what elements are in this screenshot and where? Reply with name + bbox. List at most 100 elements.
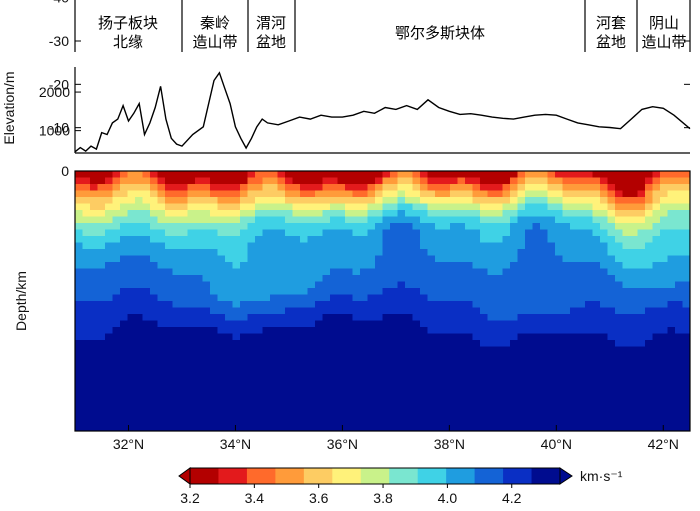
heatmap-cell <box>337 171 346 179</box>
heatmap-cell <box>592 340 601 348</box>
heatmap-cell <box>232 216 241 224</box>
heatmap-cell <box>330 184 339 192</box>
heatmap-cell <box>472 366 481 374</box>
heatmap-cell <box>592 327 601 335</box>
heatmap-cell <box>405 294 414 302</box>
heatmap-cell <box>112 418 121 426</box>
heatmap-cell <box>270 242 279 250</box>
heatmap-cell <box>555 203 564 211</box>
heatmap-cell <box>127 184 136 192</box>
heatmap-cell <box>472 229 481 237</box>
heatmap-cell <box>210 307 219 315</box>
heatmap-cell <box>570 210 579 218</box>
heatmap-cell <box>150 385 159 393</box>
heatmap-cell <box>210 327 219 335</box>
heatmap-cell <box>457 353 466 361</box>
heatmap-cell <box>232 307 241 315</box>
heatmap-cell <box>435 190 444 198</box>
heatmap-cell <box>165 177 174 185</box>
heatmap-cell <box>510 197 519 205</box>
heatmap-cell <box>255 236 264 244</box>
heatmap-cell <box>172 353 181 361</box>
heatmap-cell <box>202 424 211 431</box>
heatmap-cell <box>555 379 564 387</box>
heatmap-cell <box>240 203 249 211</box>
heatmap-cell <box>660 281 669 289</box>
heatmap-cell <box>607 229 616 237</box>
heatmap-cell <box>397 177 406 185</box>
heatmap-cell <box>330 392 339 400</box>
heatmap-cell <box>247 424 256 431</box>
heatmap-cell <box>645 262 654 270</box>
heatmap-cell <box>525 333 534 341</box>
heatmap-cell <box>615 281 624 289</box>
heatmap-cell <box>540 411 549 419</box>
heatmap-cell <box>262 242 271 250</box>
heatmap-cell <box>517 424 526 431</box>
heatmap-cell <box>187 171 196 179</box>
heatmap-cell <box>382 353 391 361</box>
heatmap-cell <box>555 255 564 263</box>
heatmap-cell <box>607 353 616 361</box>
heatmap-cell <box>337 353 346 361</box>
heatmap-cell <box>97 392 106 400</box>
heatmap-cell <box>375 398 384 406</box>
heatmap-cell <box>630 385 639 393</box>
heatmap-cell <box>480 171 489 179</box>
heatmap-cell <box>607 340 616 348</box>
heatmap-cell <box>292 262 301 270</box>
heatmap-cell <box>630 190 639 198</box>
heatmap-cell <box>420 171 429 179</box>
heatmap-cell <box>517 398 526 406</box>
heatmap-cell <box>105 223 114 231</box>
heatmap-cell <box>405 307 414 315</box>
heatmap-cell <box>502 327 511 335</box>
heatmap-cell <box>600 418 609 426</box>
heatmap-cell <box>82 424 91 431</box>
heatmap-cell <box>495 385 504 393</box>
heatmap-cell <box>412 190 421 198</box>
heatmap-cell <box>202 379 211 387</box>
heatmap-cell <box>270 346 279 354</box>
heatmap-cell <box>82 314 91 322</box>
heatmap-cell <box>487 249 496 257</box>
heatmap-cell <box>322 171 331 179</box>
contour-label: 3.2 <box>437 145 451 156</box>
heatmap-cell <box>675 242 684 250</box>
heatmap-cell <box>532 223 541 231</box>
heatmap-cell <box>457 424 466 431</box>
heatmap-cell <box>667 255 676 263</box>
heatmap-cell <box>262 353 271 361</box>
heatmap-cell <box>300 359 309 367</box>
heatmap-cell <box>630 242 639 250</box>
heatmap-cell <box>607 203 616 211</box>
heatmap-cell <box>105 418 114 426</box>
heatmap-cell <box>555 242 564 250</box>
heatmap-cell <box>577 262 586 270</box>
heatmap-cell <box>187 418 196 426</box>
heatmap-cell <box>142 184 151 192</box>
heatmap-cell <box>240 236 249 244</box>
heatmap-cell <box>465 392 474 400</box>
heatmap-cell <box>442 177 451 185</box>
heatmap-cell <box>330 320 339 328</box>
heatmap-cell <box>330 424 339 431</box>
heatmap-cell <box>390 190 399 198</box>
heatmap-cell <box>667 184 676 192</box>
contour-label: 3.4 <box>523 141 537 152</box>
heatmap-cell <box>82 255 91 263</box>
heatmap-cell <box>180 366 189 374</box>
heatmap-cell <box>217 327 226 335</box>
heatmap-cell <box>525 327 534 335</box>
heatmap-cell <box>592 177 601 185</box>
heatmap-cell <box>547 197 556 205</box>
heatmap-cell <box>667 177 676 185</box>
heatmap-cell <box>600 346 609 354</box>
heatmap-cell <box>577 281 586 289</box>
heatmap-cell <box>480 301 489 309</box>
heatmap-cell <box>480 255 489 263</box>
heatmap-cell <box>75 359 84 367</box>
heatmap-cell <box>157 236 166 244</box>
heatmap-cell <box>172 379 181 387</box>
heatmap-cell <box>172 385 181 393</box>
